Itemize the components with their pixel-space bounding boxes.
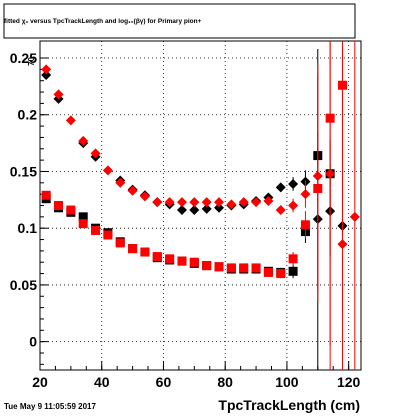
data-point: [78, 219, 88, 229]
data-point: [263, 267, 273, 277]
x-tick-label: 60: [156, 374, 172, 390]
data-point: [53, 89, 64, 100]
data-point: [176, 205, 187, 216]
data-point: [300, 220, 310, 230]
data-point: [201, 203, 212, 214]
data-point: [300, 189, 311, 200]
x-tick-label: 100: [275, 374, 299, 390]
y-tick-label: 0.1: [18, 220, 38, 236]
x-tick-label: 80: [217, 374, 233, 390]
data-point: [164, 197, 175, 208]
x-axis-title: TpcTrackLength (cm): [218, 397, 360, 413]
data-point: [202, 261, 212, 271]
data-point: [165, 254, 175, 264]
data-point: [41, 190, 51, 200]
data-point: [288, 266, 298, 276]
data-point: [127, 185, 138, 196]
x-tick-label: 120: [337, 374, 361, 390]
data-point: [189, 205, 200, 216]
datestamp: Tue May 9 11:05:59 2017: [4, 402, 96, 411]
y-tick-label: 0.25: [10, 50, 37, 66]
chart-title: fitted χ₀ versus TpcTrackLength and log₁…: [4, 18, 202, 25]
data-point: [140, 247, 150, 257]
data-point: [90, 148, 101, 159]
data-point: [238, 197, 249, 208]
series-layer: [41, 41, 360, 370]
data-point: [251, 263, 261, 273]
data-point: [288, 200, 299, 211]
data-point: [214, 197, 225, 208]
data-point: [152, 197, 163, 208]
plot-frame: [39, 40, 362, 371]
data-point: [177, 256, 187, 266]
data-point: [139, 191, 150, 202]
data-point: [226, 199, 237, 210]
data-point: [275, 205, 286, 216]
y-exponent-label: 70: [27, 57, 36, 66]
data-point: [239, 263, 249, 273]
series-0: [41, 48, 348, 370]
series-2: [41, 41, 360, 370]
y-tick-label: 0: [29, 334, 37, 350]
title-box-frame: [3, 3, 356, 39]
data-point: [313, 183, 323, 193]
data-point: [288, 178, 299, 189]
data-point: [102, 165, 113, 176]
data-point: [115, 238, 125, 248]
data-point: [65, 115, 76, 126]
y-tick-label: 0.2: [18, 107, 38, 123]
data-point: [263, 195, 274, 206]
grid: [40, 41, 361, 370]
data-point: [201, 197, 212, 208]
y-tick-label: 0.15: [10, 163, 37, 179]
data-point: [128, 244, 138, 254]
y-tick-label: 0.05: [10, 277, 37, 293]
data-point: [91, 225, 101, 235]
data-point: [66, 205, 76, 215]
data-point: [176, 197, 187, 208]
title-box: fitted χ₀ versus TpcTrackLength and log₁…: [3, 3, 356, 39]
data-point: [41, 70, 52, 81]
x-tick-label: 20: [32, 374, 48, 390]
series-3: [41, 41, 347, 346]
data-point: [78, 212, 88, 222]
data-point: [251, 197, 262, 208]
data-point: [226, 263, 236, 273]
data-point: [349, 211, 360, 222]
data-point: [103, 230, 113, 240]
data-point: [152, 252, 162, 262]
data-point: [214, 262, 224, 272]
data-point: [337, 80, 347, 90]
data-point: [214, 202, 225, 213]
data-point: [288, 254, 298, 264]
data-point: [78, 135, 89, 146]
data-point: [115, 177, 126, 188]
data-point: [325, 113, 335, 123]
axis-ticks: 20 40 60 80 100 120 0 0.05 0.1 0.15 0.2 0.25: [10, 50, 361, 390]
data-point: [189, 197, 200, 208]
data-point: [41, 64, 52, 75]
data-point: [189, 257, 199, 267]
data-point: [54, 201, 64, 210]
x-tick-label: 40: [94, 374, 110, 390]
data-point: [276, 269, 286, 279]
data-point: [275, 182, 286, 193]
